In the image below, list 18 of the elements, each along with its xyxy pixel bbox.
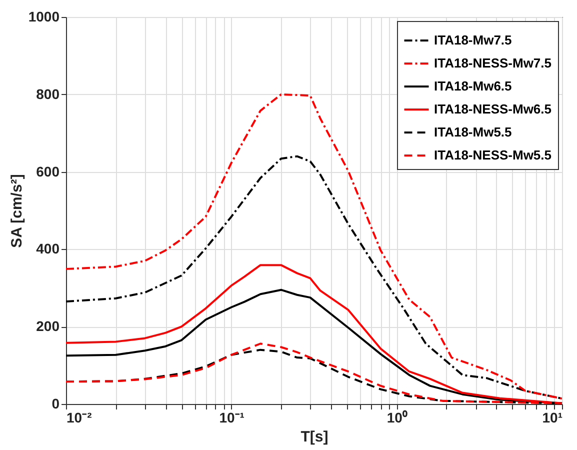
legend-label: ITA18-NESS-Mw6.5: [434, 102, 552, 116]
y-tick-label: 400: [36, 240, 60, 257]
x-tick-label: 10¹: [542, 410, 563, 426]
y-tick-label: 1000: [28, 8, 60, 24]
y-axis-title: SA [cm/s²]: [8, 174, 26, 248]
x-axis-title: T[s]: [300, 428, 328, 446]
y-tick-label: 600: [36, 163, 60, 180]
y-tick-label: 0: [52, 396, 60, 412]
y-tick-label: 200: [36, 318, 60, 334]
x-tick-label: 10⁻²: [66, 410, 92, 426]
x-tick-label: 10⁻¹: [219, 410, 245, 426]
y-tick-label: 800: [36, 86, 60, 102]
legend-label: ITA18-Mw6.5: [434, 78, 512, 94]
x-tick-label: 10⁰: [386, 410, 408, 426]
legend-label: ITA18-Mw5.5: [434, 124, 512, 140]
legend-label: ITA18-NESS-Mw5.5: [434, 148, 552, 162]
legend-label: ITA18-Mw7.5: [434, 32, 512, 48]
legend-label: ITA18-NESS-Mw7.5: [434, 56, 552, 70]
